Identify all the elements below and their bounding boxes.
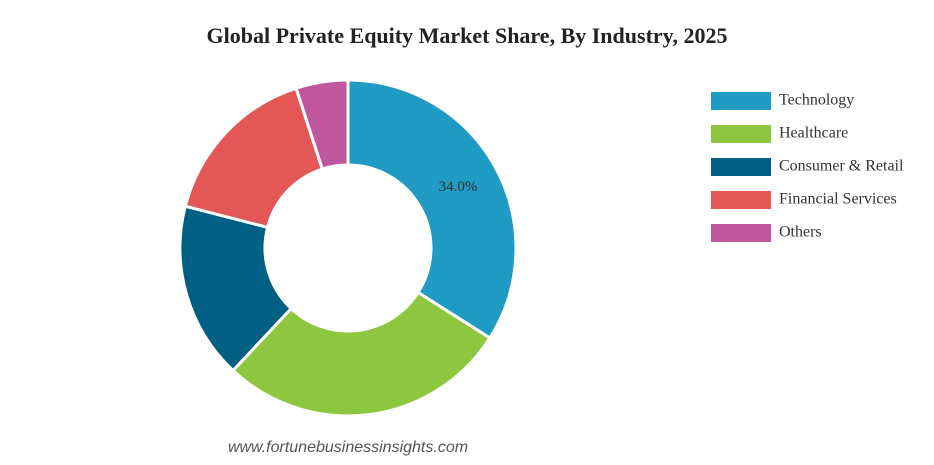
donut-slice [230, 290, 492, 418]
legend-label: Healthcare [779, 125, 848, 142]
legend-label: Technology [779, 92, 854, 109]
source: www.fortunebusinessinsights.com [228, 439, 468, 456]
donut-slice [294, 78, 350, 171]
donut-slice [178, 204, 294, 373]
legend-swatch [711, 224, 771, 242]
legend-label: Others [779, 224, 822, 241]
donut-slice [346, 78, 518, 341]
legend-swatch [711, 125, 771, 143]
donut-slice [183, 86, 325, 230]
legend-label: Financial Services [779, 191, 897, 208]
chart-title: Global Private Equity Market Share, By I… [207, 23, 728, 48]
legend-swatch [711, 191, 771, 209]
legend-swatch [711, 92, 771, 110]
legend-label: Consumer & Retail [779, 158, 904, 175]
data-label: 34.0% [439, 179, 478, 195]
legend-swatch [711, 158, 771, 176]
